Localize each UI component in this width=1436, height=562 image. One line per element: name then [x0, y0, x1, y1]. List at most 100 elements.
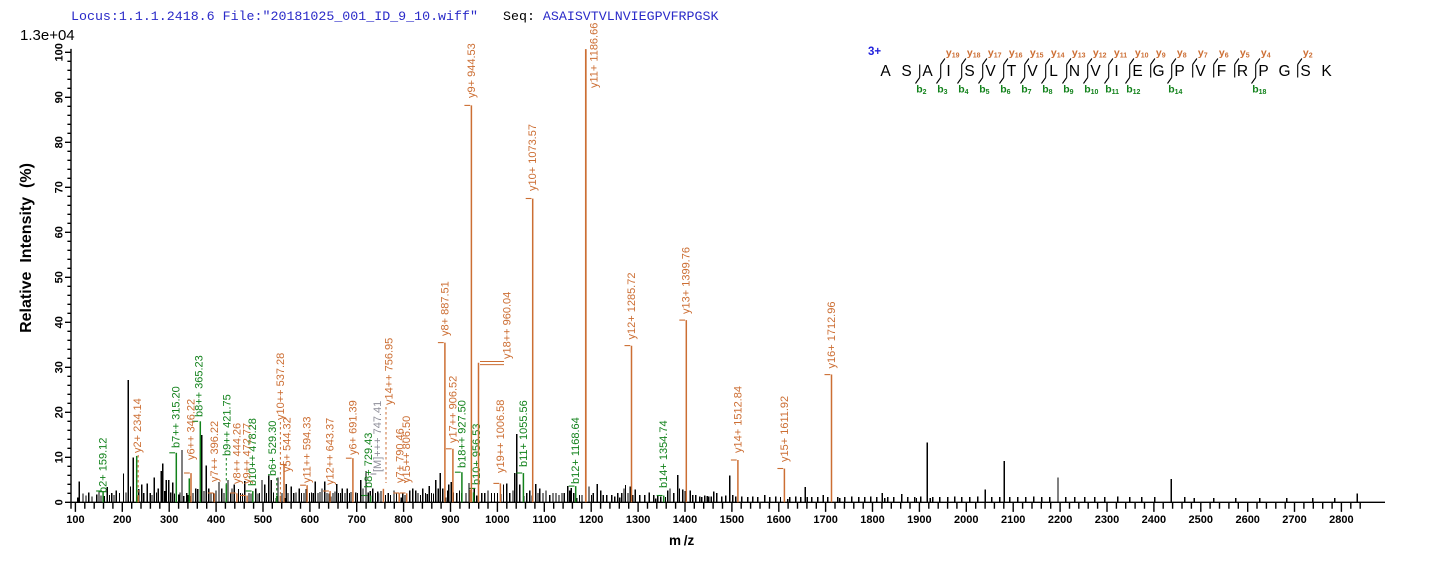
svg-text:b12+ 1168.64: b12+ 1168.64 — [570, 417, 582, 484]
svg-text:I: I — [1114, 63, 1118, 80]
svg-text:Relative Intensity (%): Relative Intensity (%) — [18, 163, 35, 333]
svg-text:2800: 2800 — [1329, 514, 1353, 526]
svg-text:70: 70 — [54, 181, 66, 193]
svg-text:y2+ 234.14: y2+ 234.14 — [132, 398, 144, 453]
svg-text:T: T — [1007, 63, 1017, 80]
svg-text:b5: b5 — [979, 84, 989, 97]
svg-text:1900: 1900 — [907, 514, 931, 526]
svg-text:b8++ 365.23: b8++ 365.23 — [194, 355, 206, 417]
svg-text:N: N — [1069, 63, 1080, 80]
svg-text:3+: 3+ — [868, 46, 881, 58]
svg-text:b10+ 956.53: b10+ 956.53 — [471, 424, 483, 485]
svg-text:y6++ 346.22: y6++ 346.22 — [185, 399, 197, 460]
svg-text:b8: b8 — [1042, 84, 1052, 97]
svg-text:2500: 2500 — [1189, 514, 1213, 526]
svg-text:y2: y2 — [1303, 47, 1313, 60]
svg-text:1.3e+04: 1.3e+04 — [20, 27, 75, 44]
svg-text:y15+ 1611.92: y15+ 1611.92 — [779, 396, 791, 462]
svg-text:y6: y6 — [1219, 47, 1229, 60]
svg-text:2400: 2400 — [1142, 514, 1166, 526]
svg-text:m /z: m /z — [669, 533, 694, 548]
svg-text:y10++ 537.28: y10++ 537.28 — [275, 353, 287, 420]
svg-text:2200: 2200 — [1048, 514, 1072, 526]
svg-text:y5+ 544.32: y5+ 544.32 — [282, 417, 294, 472]
svg-text:500: 500 — [254, 514, 272, 526]
svg-text:y8+ 887.51: y8+ 887.51 — [439, 281, 451, 336]
svg-text:y11+ 1186.66: y11+ 1186.66 — [589, 23, 601, 88]
svg-text:S: S — [901, 63, 911, 80]
svg-text:1600: 1600 — [767, 514, 791, 526]
svg-text:y12+ 1285.72: y12+ 1285.72 — [626, 273, 638, 340]
svg-text:S: S — [964, 63, 974, 80]
svg-text:2100: 2100 — [1001, 514, 1025, 526]
svg-text:900: 900 — [441, 514, 459, 526]
svg-text:I: I — [946, 63, 950, 80]
svg-text:b4: b4 — [958, 84, 968, 97]
svg-text:b10++ 478.28: b10++ 478.28 — [247, 418, 259, 486]
svg-text:20: 20 — [54, 406, 66, 418]
svg-text:1800: 1800 — [860, 514, 884, 526]
svg-text:b11+ 1055.56: b11+ 1055.56 — [518, 400, 530, 467]
svg-text:y5: y5 — [1240, 47, 1250, 60]
svg-text:y14++ 756.95: y14++ 756.95 — [383, 338, 395, 405]
svg-text:y14+ 1512.84: y14+ 1512.84 — [732, 386, 744, 453]
svg-text:b2+ 159.12: b2+ 159.12 — [98, 438, 110, 493]
svg-text:y15++ 806.50: y15++ 806.50 — [401, 416, 413, 483]
svg-text:90: 90 — [54, 91, 66, 103]
svg-text:y9: y9 — [1156, 47, 1166, 60]
svg-text:F: F — [1217, 63, 1226, 80]
svg-text:80: 80 — [54, 136, 66, 148]
svg-text:b7: b7 — [1021, 84, 1031, 97]
svg-text:y19++ 1006.58: y19++ 1006.58 — [495, 400, 507, 473]
svg-text:y8++ 444.26: y8++ 444.26 — [231, 423, 243, 484]
svg-text:600: 600 — [301, 514, 319, 526]
svg-text:V: V — [985, 63, 996, 80]
svg-text:V: V — [1027, 63, 1038, 80]
svg-text:1200: 1200 — [579, 514, 603, 526]
svg-text:y9++ 472.77: y9++ 472.77 — [242, 423, 254, 484]
svg-text:1400: 1400 — [673, 514, 697, 526]
svg-text:V: V — [1090, 63, 1101, 80]
svg-text:y18++ 960.04: y18++ 960.04 — [501, 292, 513, 359]
svg-text:b3: b3 — [937, 84, 947, 97]
svg-text:L: L — [1049, 63, 1058, 80]
svg-text:y7+ 790.46: y7+ 790.46 — [395, 428, 407, 483]
svg-text:y4: y4 — [1261, 47, 1271, 60]
svg-text:P: P — [1258, 63, 1268, 80]
svg-text:V: V — [1195, 63, 1206, 80]
svg-text:y9+ 944.53: y9+ 944.53 — [466, 43, 478, 98]
svg-text:E: E — [1132, 63, 1142, 80]
svg-text:100: 100 — [54, 43, 66, 61]
svg-text:S: S — [1300, 63, 1310, 80]
svg-text:300: 300 — [160, 514, 178, 526]
svg-text:b7++ 315.20: b7++ 315.20 — [171, 386, 183, 448]
svg-text:y10+ 1073.57: y10+ 1073.57 — [527, 124, 539, 191]
svg-text:b9: b9 — [1063, 84, 1073, 97]
svg-text:b9++ 421.75: b9++ 421.75 — [221, 394, 233, 456]
svg-text:2600: 2600 — [1235, 514, 1259, 526]
svg-text:10: 10 — [54, 451, 66, 463]
svg-text:60: 60 — [54, 226, 66, 238]
svg-text:Locus:1.1.1.2418.6 File:"20181: Locus:1.1.1.2418.6 File:"20181025_001_ID… — [71, 9, 478, 24]
svg-text:[M]+++ 747.41: [M]+++ 747.41 — [372, 401, 384, 472]
svg-text:2000: 2000 — [954, 514, 978, 526]
svg-text:y13+ 1399.76: y13+ 1399.76 — [681, 247, 693, 314]
svg-text:700: 700 — [348, 514, 366, 526]
svg-text:50: 50 — [54, 271, 66, 283]
svg-text:y16+ 1712.96: y16+ 1712.96 — [826, 302, 838, 369]
svg-text:y12++ 643.37: y12++ 643.37 — [325, 418, 337, 485]
svg-text:800: 800 — [394, 514, 412, 526]
svg-text:y11++ 594.33: y11++ 594.33 — [302, 417, 314, 483]
svg-text:1100: 1100 — [532, 514, 556, 526]
svg-text:b18++ 927.50: b18++ 927.50 — [456, 400, 468, 468]
svg-text:A: A — [880, 63, 891, 80]
svg-text:1000: 1000 — [485, 514, 509, 526]
svg-text:1700: 1700 — [813, 514, 837, 526]
svg-text:1500: 1500 — [720, 514, 744, 526]
svg-text:b6: b6 — [1000, 84, 1010, 97]
svg-text:R: R — [1237, 63, 1248, 80]
svg-text:1300: 1300 — [626, 514, 650, 526]
svg-text:y7: y7 — [1198, 47, 1208, 60]
svg-text:A: A — [922, 63, 933, 80]
svg-text:b2: b2 — [916, 84, 926, 97]
